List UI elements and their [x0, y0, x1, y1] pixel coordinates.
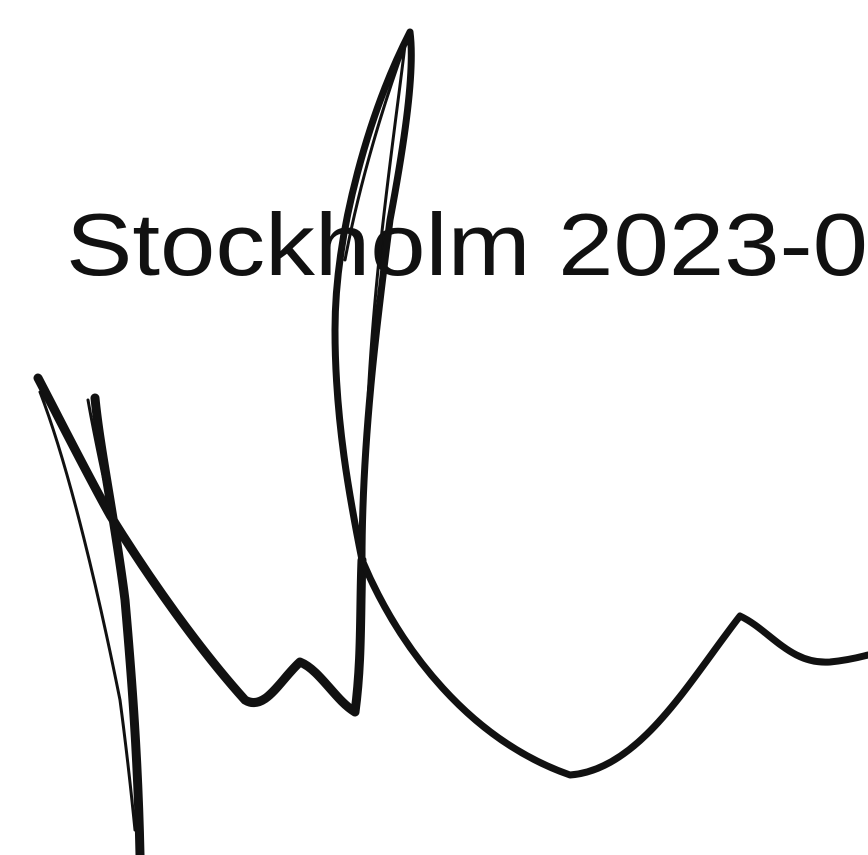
scan: Stockholm 2023-0	[0, 0, 868, 855]
page: {"document": {"text": "Stockholm 2023-0"…	[0, 0, 868, 855]
place-date: Stockholm 2023-0	[66, 195, 868, 294]
